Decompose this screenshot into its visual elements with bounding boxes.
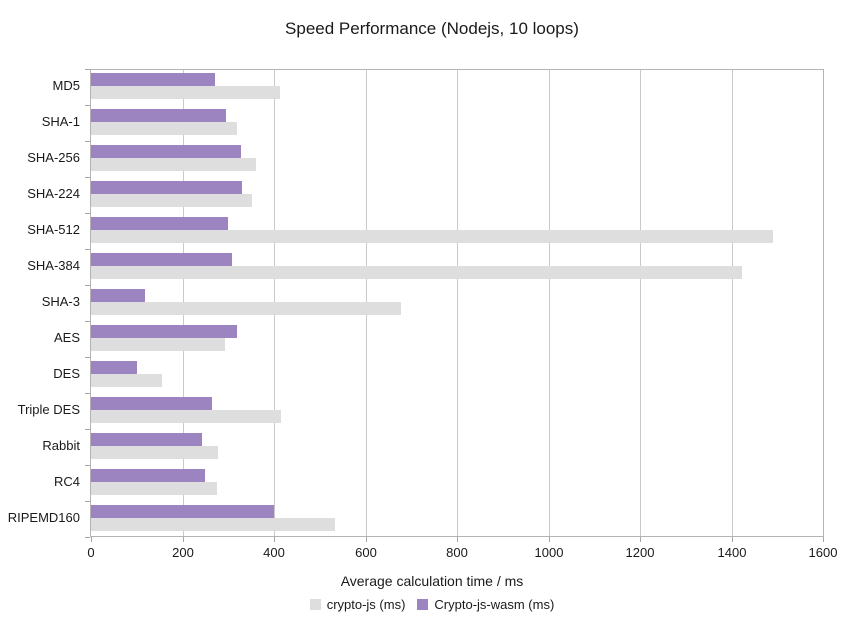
- y-axis-label-sha-1: SHA-1: [41, 114, 80, 129]
- y-axis-tick: [85, 429, 90, 430]
- y-axis-tick: [85, 213, 90, 214]
- bar-crypto-js-rc4: [91, 482, 217, 495]
- x-axis-tick-800: [457, 537, 458, 542]
- bar-crypto-js-wasm-triple-des: [91, 397, 212, 410]
- y-axis-label-sha-3: SHA-3: [41, 294, 80, 309]
- legend: crypto-js (ms) Crypto-js-wasm (ms): [0, 597, 864, 612]
- bar-crypto-js-sha-224: [91, 194, 252, 207]
- legend-label-crypto-js-wasm: Crypto-js-wasm (ms): [434, 597, 555, 612]
- gridline-x-1200: [640, 70, 641, 536]
- x-axis-title: Average calculation time / ms: [340, 573, 524, 589]
- y-axis-label-sha-224: SHA-224: [27, 186, 80, 201]
- legend-item-crypto-js: crypto-js (ms): [309, 597, 406, 612]
- bar-crypto-js-wasm-sha-224: [91, 181, 242, 194]
- bar-crypto-js-wasm-sha-384: [91, 253, 232, 266]
- bar-crypto-js-wasm-sha-3: [91, 289, 145, 302]
- bar-crypto-js-md5: [91, 86, 280, 99]
- legend-item-crypto-js-wasm: Crypto-js-wasm (ms): [417, 597, 554, 612]
- y-axis-tick: [85, 393, 90, 394]
- x-axis-tick-0: [91, 537, 92, 542]
- bar-crypto-js-sha-384: [91, 266, 742, 279]
- x-axis-tick-200: [183, 537, 184, 542]
- y-axis-label-rabbit: Rabbit: [42, 438, 80, 453]
- legend-swatch-crypto-js: [309, 599, 321, 610]
- y-axis-label-sha-512: SHA-512: [27, 222, 80, 237]
- bar-crypto-js-sha-3: [91, 302, 401, 315]
- y-axis-tick: [85, 285, 90, 286]
- bar-crypto-js-sha-256: [91, 158, 256, 171]
- y-axis-tick: [85, 141, 90, 142]
- chart-title: Speed Performance (Nodejs, 10 loops): [285, 19, 579, 38]
- y-axis-label-ripemd160: RIPEMD160: [7, 510, 80, 525]
- plot-area: [90, 69, 824, 537]
- x-axis-tick-1600: [823, 537, 824, 542]
- x-axis-tick-label-400: 400: [263, 545, 285, 560]
- x-axis-tick-label-1400: 1400: [717, 545, 747, 560]
- y-axis-tick: [85, 537, 90, 538]
- bar-crypto-js-aes: [91, 338, 225, 351]
- x-axis-tick-label-1200: 1200: [625, 545, 655, 560]
- bar-crypto-js-wasm-rabbit: [91, 433, 202, 446]
- bar-crypto-js-wasm-rc4: [91, 469, 205, 482]
- bar-crypto-js-wasm-aes: [91, 325, 237, 338]
- gridline-x-1400: [732, 70, 733, 536]
- bar-crypto-js-wasm-sha-1: [91, 109, 226, 122]
- x-axis-tick-label-0: 0: [87, 545, 95, 560]
- x-axis-tick-1200: [640, 537, 641, 542]
- legend-swatch-crypto-js-wasm: [417, 599, 429, 610]
- x-axis-tick-label-1000: 1000: [534, 545, 564, 560]
- bar-crypto-js-wasm-sha-512: [91, 217, 228, 230]
- y-axis-label-md5: MD5: [52, 78, 80, 93]
- x-axis-tick-label-800: 800: [446, 545, 468, 560]
- x-axis-tick-label-1600: 1600: [808, 545, 838, 560]
- y-axis-tick: [85, 177, 90, 178]
- x-axis-tick-1000: [549, 537, 550, 542]
- bar-crypto-js-wasm-sha-256: [91, 145, 241, 158]
- y-axis-tick: [85, 501, 90, 502]
- x-axis-tick-400: [274, 537, 275, 542]
- y-axis-tick: [85, 465, 90, 466]
- gridline-x-800: [457, 70, 458, 536]
- x-axis-tick-1400: [732, 537, 733, 542]
- y-axis-tick: [85, 321, 90, 322]
- y-axis-tick: [85, 105, 90, 106]
- y-axis-tick: [85, 249, 90, 250]
- y-axis-label-sha-384: SHA-384: [27, 258, 80, 273]
- bar-crypto-js-wasm-des: [91, 361, 137, 374]
- y-axis-label-rc4: RC4: [53, 474, 80, 489]
- bar-crypto-js-rabbit: [91, 446, 218, 459]
- y-axis-label-des: DES: [53, 366, 80, 381]
- y-axis-tick: [85, 357, 90, 358]
- y-axis-tick: [85, 69, 90, 70]
- x-axis-tick-label-600: 600: [355, 545, 377, 560]
- bar-crypto-js-wasm-ripemd160: [91, 505, 274, 518]
- y-axis-label-aes: AES: [53, 330, 80, 345]
- legend-label-crypto-js: crypto-js (ms): [326, 597, 406, 612]
- gridline-x-1000: [549, 70, 550, 536]
- bar-crypto-js-ripemd160: [91, 518, 335, 531]
- x-axis-tick-600: [366, 537, 367, 542]
- x-axis-tick-label-200: 200: [172, 545, 194, 560]
- bar-crypto-js-triple-des: [91, 410, 281, 423]
- bar-crypto-js-sha-1: [91, 122, 237, 135]
- bar-crypto-js-wasm-md5: [91, 73, 215, 86]
- bar-crypto-js-des: [91, 374, 162, 387]
- y-axis-label-triple-des: Triple DES: [17, 402, 80, 417]
- y-axis-label-sha-256: SHA-256: [27, 150, 80, 165]
- bar-crypto-js-sha-512: [91, 230, 773, 243]
